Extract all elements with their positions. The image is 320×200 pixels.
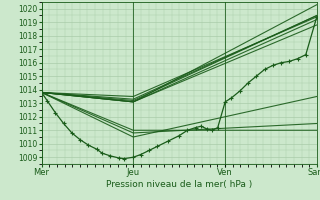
X-axis label: Pression niveau de la mer( hPa ): Pression niveau de la mer( hPa ) bbox=[106, 180, 252, 189]
